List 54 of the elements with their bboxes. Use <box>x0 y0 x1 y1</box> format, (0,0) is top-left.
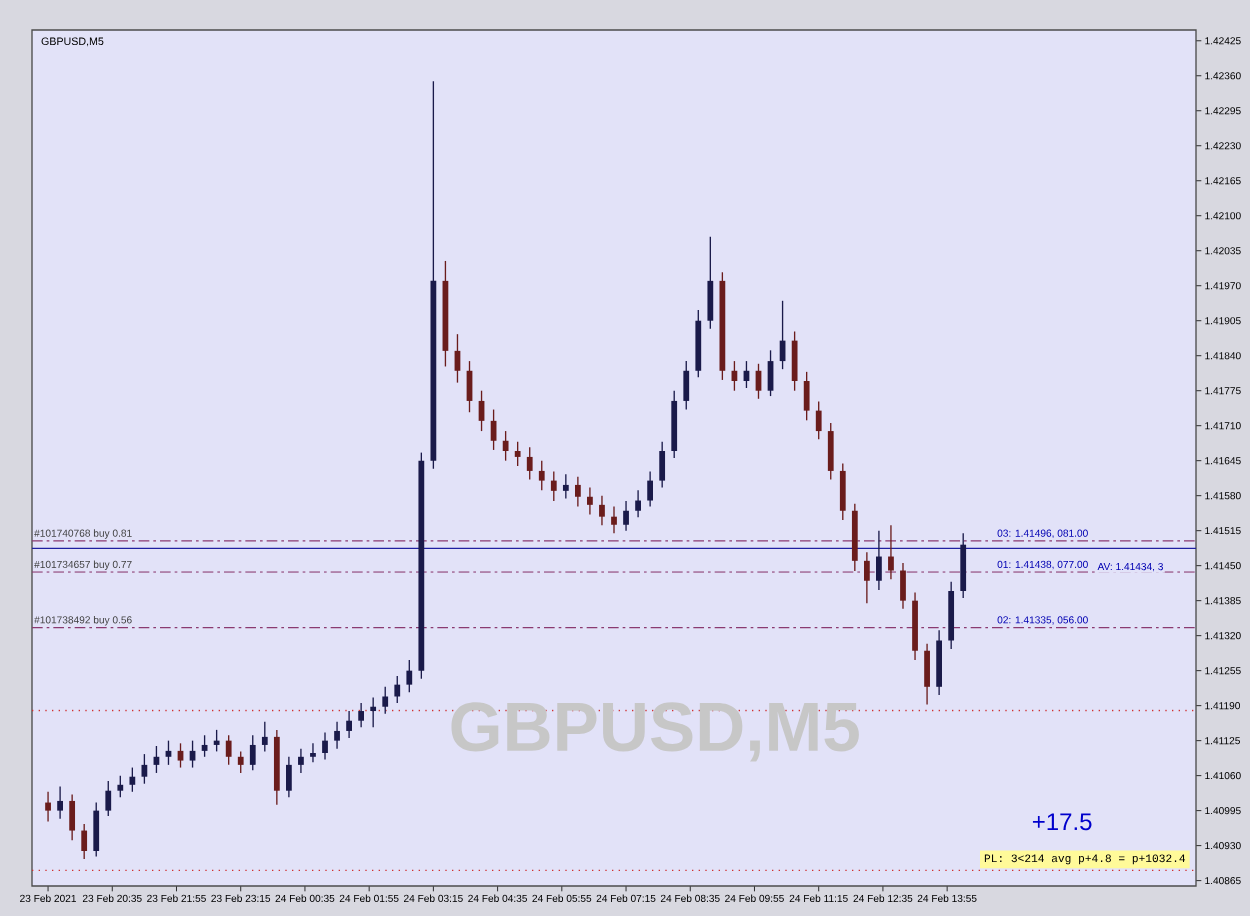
candlestick <box>863 551 870 605</box>
candlestick <box>707 236 714 330</box>
candlestick <box>502 430 509 462</box>
candlestick <box>623 500 629 532</box>
candlestick <box>659 441 666 489</box>
candlestick <box>647 470 654 508</box>
candlestick <box>382 686 389 715</box>
candlestick <box>346 710 352 739</box>
candlestick <box>406 659 413 693</box>
candlestick <box>815 400 822 440</box>
candlestick <box>394 675 401 704</box>
candlestick <box>827 422 834 481</box>
candlestick <box>213 729 220 753</box>
candlestick <box>69 793 76 841</box>
candlestick <box>310 742 316 763</box>
candlestick <box>839 462 846 521</box>
candlestick <box>683 360 690 411</box>
candlestick <box>635 489 641 518</box>
candlestick <box>960 532 967 599</box>
candlestick <box>322 731 328 761</box>
candlestick <box>611 505 617 535</box>
candlestick <box>261 721 268 753</box>
candlestick <box>936 629 942 696</box>
candlestick <box>81 823 88 860</box>
annotation: +17.5 <box>1032 813 1092 831</box>
candlestick <box>237 750 244 774</box>
candlestick <box>93 801 100 858</box>
annotation: GBPUSD,M5 <box>451 702 859 762</box>
candlestick <box>888 524 894 580</box>
candlestick <box>225 734 232 766</box>
candlestick <box>791 330 798 392</box>
candlestick <box>574 476 581 508</box>
candlestick <box>599 495 605 526</box>
candlestick <box>550 470 557 502</box>
candlestick <box>45 791 51 823</box>
candlestick <box>587 486 593 516</box>
candlestick <box>900 562 906 610</box>
candlestick <box>803 371 810 421</box>
candlestick <box>117 774 124 798</box>
candlestick <box>526 446 533 481</box>
candlestick <box>249 734 256 771</box>
candlestick <box>876 530 882 591</box>
candlestick <box>358 702 365 728</box>
candlestick <box>334 721 340 750</box>
candlestick <box>514 441 521 467</box>
candlestick <box>129 766 136 793</box>
candlestick <box>538 460 545 491</box>
candlestick <box>286 756 292 798</box>
candlestick <box>924 643 930 706</box>
candlestick <box>57 785 63 820</box>
candlestick <box>105 780 112 817</box>
candlestick <box>370 696 377 728</box>
candlestick <box>562 473 569 500</box>
candlestick <box>298 748 304 774</box>
